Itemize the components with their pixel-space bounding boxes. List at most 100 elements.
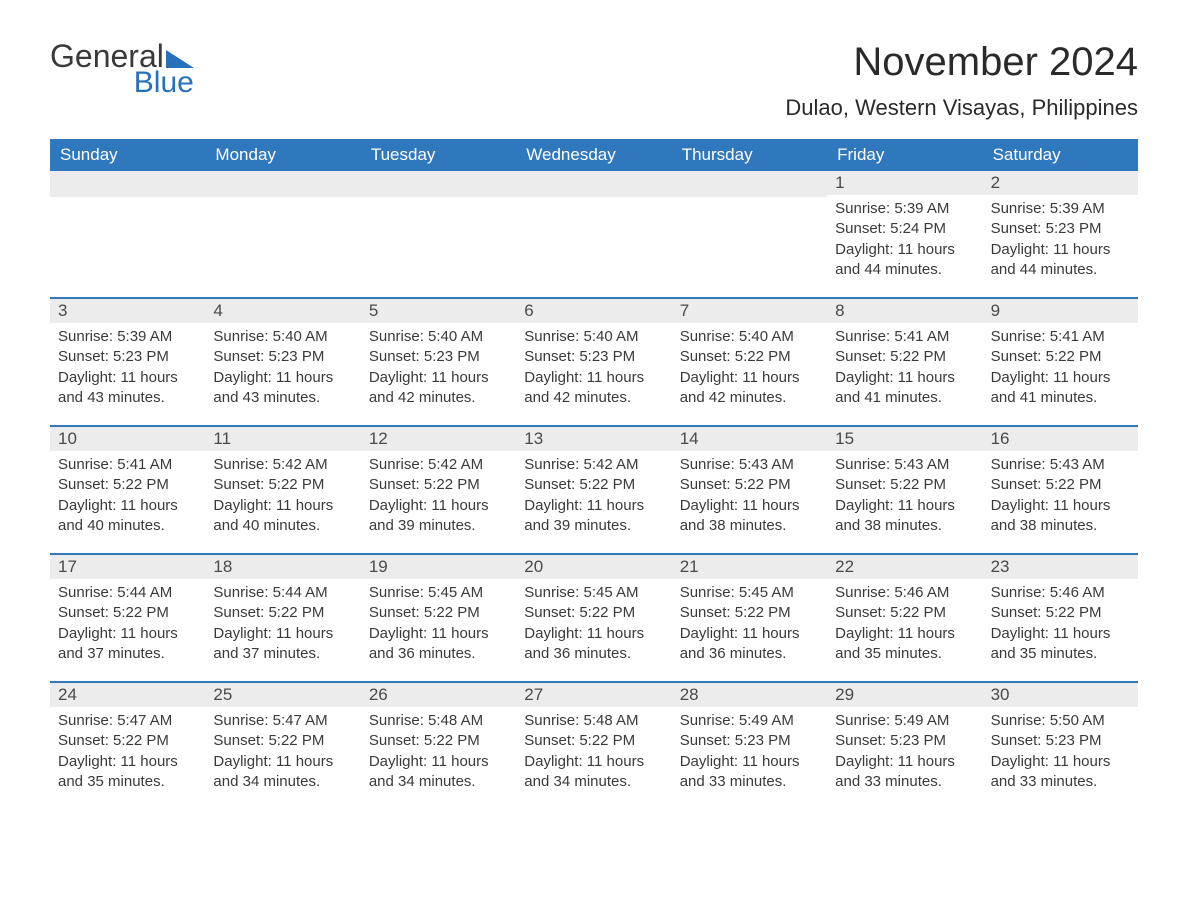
day-number [50, 171, 205, 197]
sunset-line: Sunset: 5:23 PM [524, 347, 663, 367]
sunset-line: Sunset: 5:22 PM [680, 475, 819, 495]
daylight-line: Daylight: 11 hours and 41 minutes. [835, 368, 974, 409]
sunrise-line: Sunrise: 5:39 AM [835, 199, 974, 219]
day-cell: 10Sunrise: 5:41 AMSunset: 5:22 PMDayligh… [50, 427, 205, 553]
sunset-line: Sunset: 5:22 PM [524, 603, 663, 623]
day-number: 21 [672, 555, 827, 579]
day-number: 11 [205, 427, 360, 451]
day-cell: 26Sunrise: 5:48 AMSunset: 5:22 PMDayligh… [361, 683, 516, 809]
sunrise-line: Sunrise: 5:42 AM [213, 455, 352, 475]
daylight-line: Daylight: 11 hours and 39 minutes. [524, 496, 663, 537]
weekday-header-row: SundayMondayTuesdayWednesdayThursdayFrid… [50, 139, 1138, 171]
sunrise-line: Sunrise: 5:42 AM [369, 455, 508, 475]
day-number [516, 171, 671, 197]
day-info: Sunrise: 5:40 AMSunset: 5:23 PMDaylight:… [516, 323, 671, 416]
week-row: 10Sunrise: 5:41 AMSunset: 5:22 PMDayligh… [50, 425, 1138, 553]
day-cell: 5Sunrise: 5:40 AMSunset: 5:23 PMDaylight… [361, 299, 516, 425]
daylight-line: Daylight: 11 hours and 35 minutes. [58, 752, 197, 793]
day-cell: 24Sunrise: 5:47 AMSunset: 5:22 PMDayligh… [50, 683, 205, 809]
day-cell: 6Sunrise: 5:40 AMSunset: 5:23 PMDaylight… [516, 299, 671, 425]
day-number: 27 [516, 683, 671, 707]
daylight-line: Daylight: 11 hours and 35 minutes. [991, 624, 1130, 665]
logo-text-blue: Blue [120, 68, 194, 98]
day-info: Sunrise: 5:49 AMSunset: 5:23 PMDaylight:… [827, 707, 982, 800]
day-info: Sunrise: 5:41 AMSunset: 5:22 PMDaylight:… [50, 451, 205, 544]
title-block: November 2024 Dulao, Western Visayas, Ph… [785, 40, 1138, 121]
weekday-cell: Saturday [983, 139, 1138, 171]
day-info: Sunrise: 5:39 AMSunset: 5:24 PMDaylight:… [827, 195, 982, 288]
sunrise-line: Sunrise: 5:46 AM [835, 583, 974, 603]
sunrise-line: Sunrise: 5:43 AM [835, 455, 974, 475]
sunset-line: Sunset: 5:22 PM [991, 475, 1130, 495]
daylight-line: Daylight: 11 hours and 38 minutes. [680, 496, 819, 537]
day-info: Sunrise: 5:41 AMSunset: 5:22 PMDaylight:… [827, 323, 982, 416]
sunset-line: Sunset: 5:22 PM [680, 347, 819, 367]
day-info: Sunrise: 5:39 AMSunset: 5:23 PMDaylight:… [50, 323, 205, 416]
day-info: Sunrise: 5:45 AMSunset: 5:22 PMDaylight:… [672, 579, 827, 672]
week-row: 17Sunrise: 5:44 AMSunset: 5:22 PMDayligh… [50, 553, 1138, 681]
week-row: 1Sunrise: 5:39 AMSunset: 5:24 PMDaylight… [50, 171, 1138, 297]
day-number: 28 [672, 683, 827, 707]
daylight-line: Daylight: 11 hours and 44 minutes. [835, 240, 974, 281]
daylight-line: Daylight: 11 hours and 37 minutes. [213, 624, 352, 665]
sunset-line: Sunset: 5:22 PM [58, 475, 197, 495]
day-cell: 12Sunrise: 5:42 AMSunset: 5:22 PMDayligh… [361, 427, 516, 553]
day-cell: 27Sunrise: 5:48 AMSunset: 5:22 PMDayligh… [516, 683, 671, 809]
sunset-line: Sunset: 5:22 PM [835, 475, 974, 495]
sunrise-line: Sunrise: 5:45 AM [680, 583, 819, 603]
day-cell: 1Sunrise: 5:39 AMSunset: 5:24 PMDaylight… [827, 171, 982, 297]
weekday-cell: Monday [205, 139, 360, 171]
day-cell: 22Sunrise: 5:46 AMSunset: 5:22 PMDayligh… [827, 555, 982, 681]
day-cell: 9Sunrise: 5:41 AMSunset: 5:22 PMDaylight… [983, 299, 1138, 425]
daylight-line: Daylight: 11 hours and 43 minutes. [58, 368, 197, 409]
sunrise-line: Sunrise: 5:44 AM [58, 583, 197, 603]
day-number: 23 [983, 555, 1138, 579]
day-info: Sunrise: 5:40 AMSunset: 5:23 PMDaylight:… [205, 323, 360, 416]
sunset-line: Sunset: 5:22 PM [991, 603, 1130, 623]
sunrise-line: Sunrise: 5:47 AM [213, 711, 352, 731]
day-number: 18 [205, 555, 360, 579]
weekday-cell: Tuesday [361, 139, 516, 171]
day-info: Sunrise: 5:42 AMSunset: 5:22 PMDaylight:… [361, 451, 516, 544]
sunrise-line: Sunrise: 5:42 AM [524, 455, 663, 475]
daylight-line: Daylight: 11 hours and 37 minutes. [58, 624, 197, 665]
day-info: Sunrise: 5:40 AMSunset: 5:23 PMDaylight:… [361, 323, 516, 416]
daylight-line: Daylight: 11 hours and 39 minutes. [369, 496, 508, 537]
day-info: Sunrise: 5:47 AMSunset: 5:22 PMDaylight:… [205, 707, 360, 800]
sunrise-line: Sunrise: 5:39 AM [58, 327, 197, 347]
day-number: 22 [827, 555, 982, 579]
logo: General Blue [50, 40, 194, 98]
day-number: 29 [827, 683, 982, 707]
sunrise-line: Sunrise: 5:40 AM [369, 327, 508, 347]
sunset-line: Sunset: 5:23 PM [369, 347, 508, 367]
day-info: Sunrise: 5:41 AMSunset: 5:22 PMDaylight:… [983, 323, 1138, 416]
daylight-line: Daylight: 11 hours and 33 minutes. [835, 752, 974, 793]
sunrise-line: Sunrise: 5:48 AM [369, 711, 508, 731]
sunrise-line: Sunrise: 5:43 AM [991, 455, 1130, 475]
weekday-cell: Friday [827, 139, 982, 171]
day-info: Sunrise: 5:39 AMSunset: 5:23 PMDaylight:… [983, 195, 1138, 288]
week-row: 24Sunrise: 5:47 AMSunset: 5:22 PMDayligh… [50, 681, 1138, 809]
day-number [672, 171, 827, 197]
sunrise-line: Sunrise: 5:43 AM [680, 455, 819, 475]
day-cell [672, 171, 827, 297]
sunset-line: Sunset: 5:22 PM [835, 603, 974, 623]
daylight-line: Daylight: 11 hours and 42 minutes. [680, 368, 819, 409]
day-number [205, 171, 360, 197]
day-number: 15 [827, 427, 982, 451]
day-cell: 18Sunrise: 5:44 AMSunset: 5:22 PMDayligh… [205, 555, 360, 681]
day-number: 4 [205, 299, 360, 323]
day-cell: 8Sunrise: 5:41 AMSunset: 5:22 PMDaylight… [827, 299, 982, 425]
day-cell: 20Sunrise: 5:45 AMSunset: 5:22 PMDayligh… [516, 555, 671, 681]
day-number: 3 [50, 299, 205, 323]
weekday-cell: Wednesday [516, 139, 671, 171]
day-number: 1 [827, 171, 982, 195]
daylight-line: Daylight: 11 hours and 33 minutes. [680, 752, 819, 793]
day-info: Sunrise: 5:43 AMSunset: 5:22 PMDaylight:… [827, 451, 982, 544]
day-cell [516, 171, 671, 297]
daylight-line: Daylight: 11 hours and 33 minutes. [991, 752, 1130, 793]
sunset-line: Sunset: 5:22 PM [524, 475, 663, 495]
day-info: Sunrise: 5:42 AMSunset: 5:22 PMDaylight:… [205, 451, 360, 544]
day-cell [361, 171, 516, 297]
day-info: Sunrise: 5:48 AMSunset: 5:22 PMDaylight:… [361, 707, 516, 800]
